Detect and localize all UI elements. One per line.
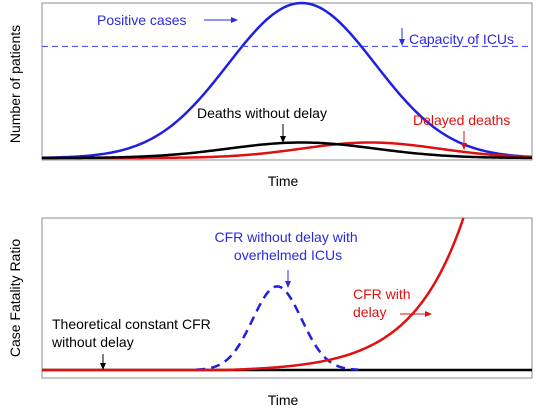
positive-cases-label: Positive cases [97, 12, 186, 28]
deaths-without-delay-arrow [280, 124, 286, 143]
bottom-x-axis-label: Time [268, 392, 299, 408]
top-plot-frame [41, 2, 533, 161]
cfr-with-delay-label: CFR with delay [353, 286, 414, 320]
theoretical-cfr-label: Theoretical constant CFR without delay [51, 316, 215, 350]
top-y-axis-label: Number of patients [7, 25, 23, 143]
bottom-y-axis-label: Case Fatality Ratio [7, 239, 23, 357]
bottom-plot-frame [41, 217, 533, 379]
delayed-deaths-arrow [461, 131, 467, 150]
icu-capacity-label: Capacity of ICUs [409, 31, 514, 47]
top-panel: Positive cases Capacity of ICUs Deaths w… [7, 1, 533, 189]
deaths-without-delay-line [42, 141, 533, 160]
positive-cases-line [41, 1, 533, 159]
positive-cases-arrow [204, 17, 238, 23]
cfr-overwhelmed-icus-line [196, 285, 359, 371]
delayed-deaths-label: Delayed deaths [413, 112, 510, 128]
cfr-with-delay-line [42, 217, 465, 372]
top-x-axis-label: Time [268, 173, 299, 189]
cfr-overwhelmed-arrow [285, 270, 291, 288]
cfr-with-delay-arrow [400, 311, 432, 317]
theoretical-cfr-arrow [100, 354, 106, 370]
bottom-panel: CFR without delay with overhelmed ICUs C… [7, 217, 533, 408]
deaths-without-delay-label: Deaths without delay [197, 105, 327, 121]
cfr-overwhelmed-label: CFR without delay with overhelmed ICUs [214, 229, 361, 263]
icu-capacity-arrow [399, 28, 405, 46]
